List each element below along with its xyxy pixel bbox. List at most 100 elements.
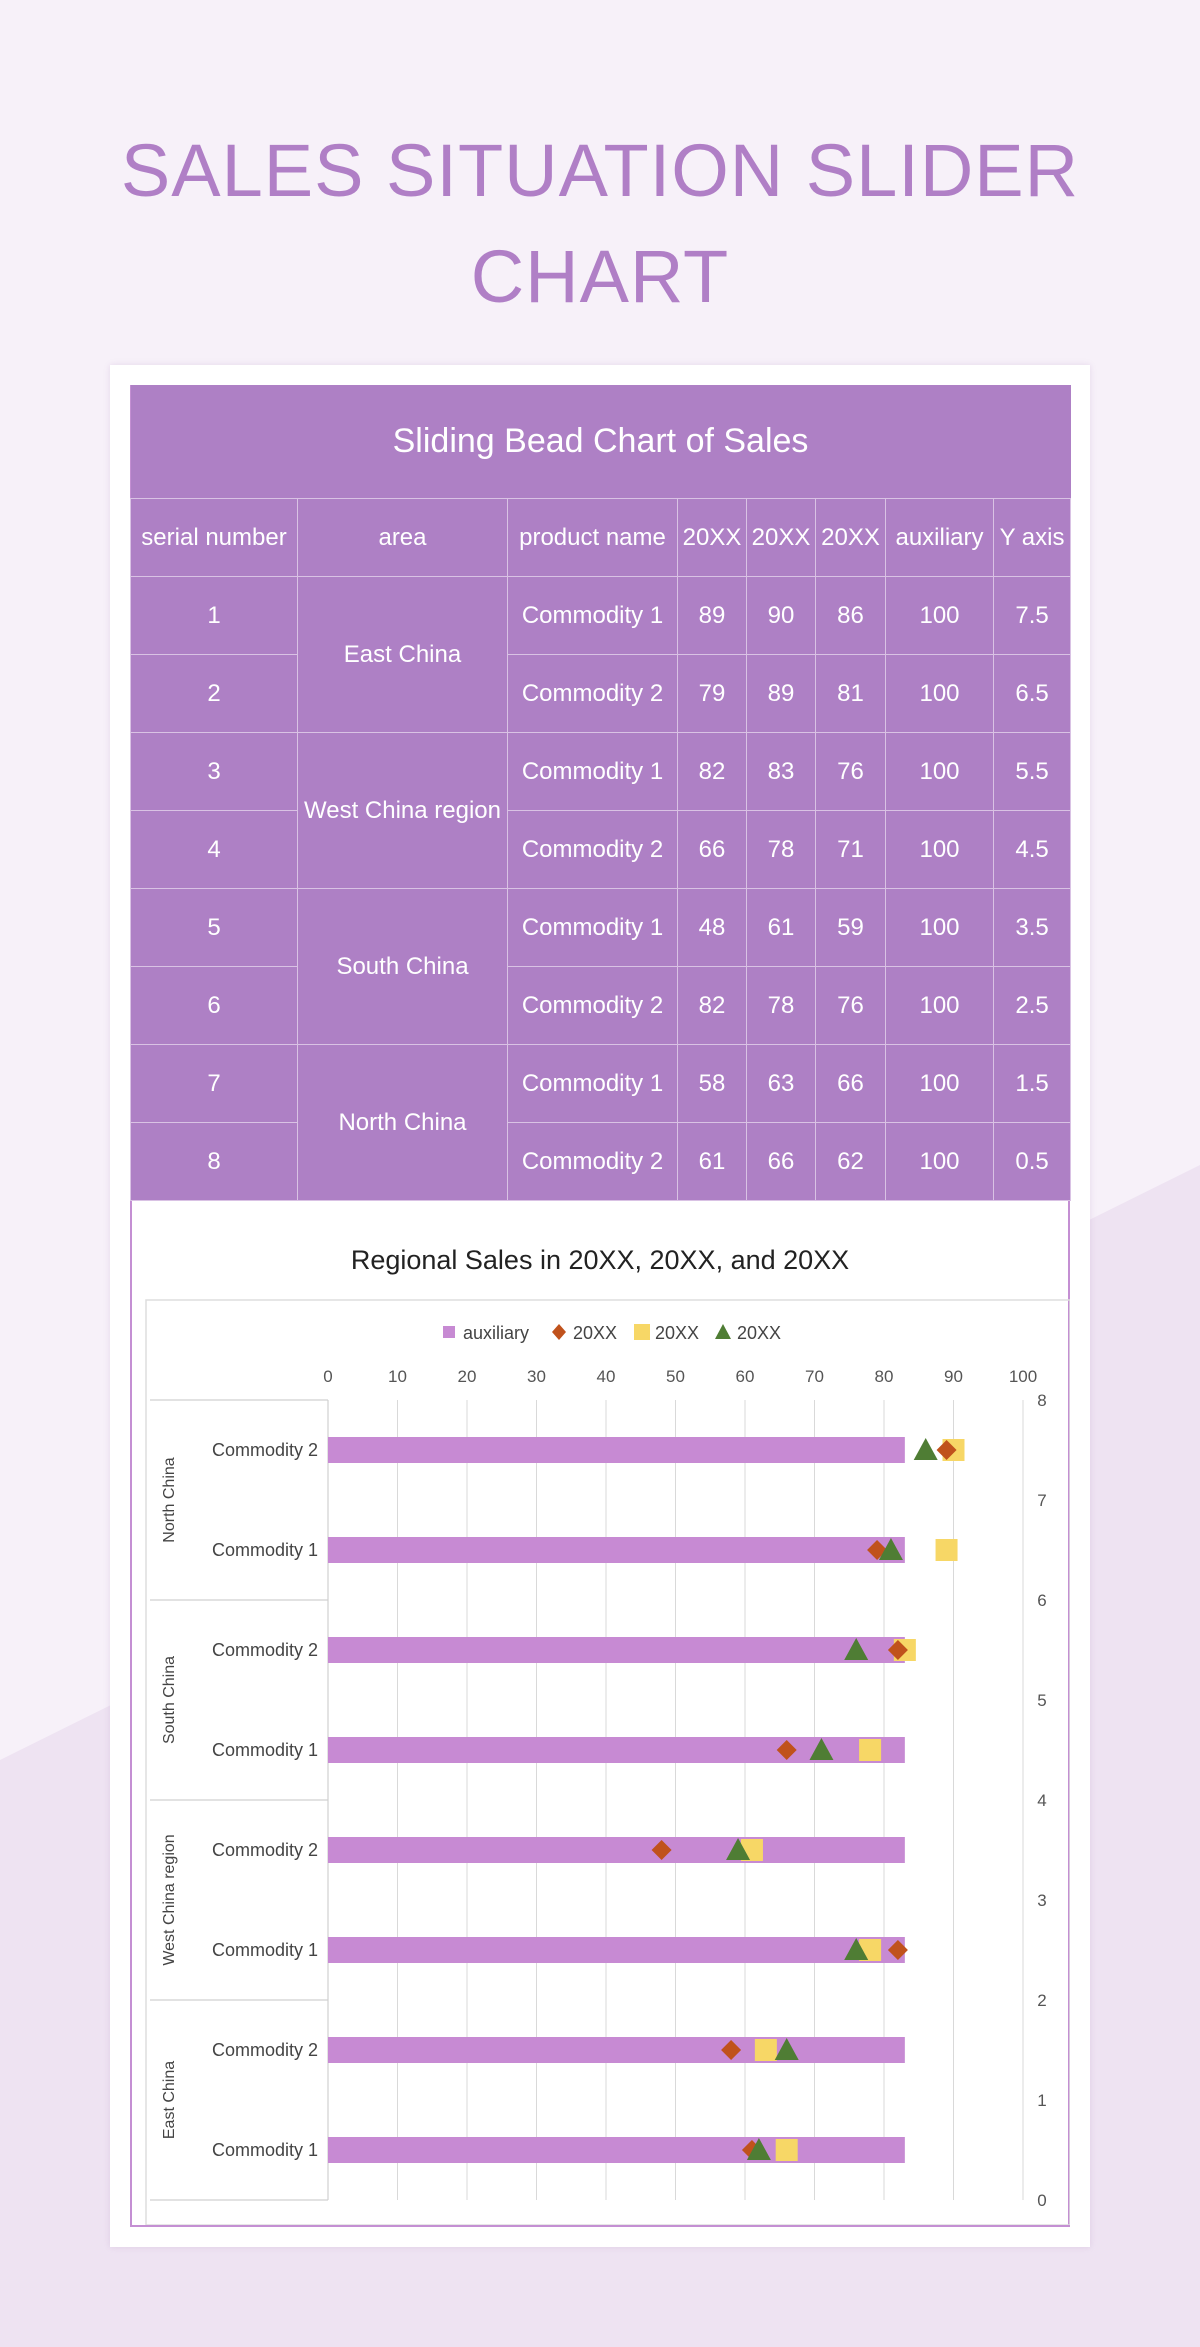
square-marker [859,1739,882,1761]
diamond-marker [887,1640,908,1660]
table-row: 3 West China region Commodity 1 82 83 76… [130,732,1072,889]
auxiliary-bar [328,1937,905,1963]
y-axis-cell: 1.5 [992,1044,1072,1123]
legend-diamond-marker [552,1324,566,1340]
y2-axis-tick-label: 3 [1037,1891,1046,1910]
category-group-label: East China [161,2061,178,2139]
diamond-marker [651,1840,672,1860]
auxiliary-cell: 100 [885,966,994,1045]
value-cell: 63 [746,1044,816,1123]
auxiliary-cell: 100 [885,1044,994,1123]
table-row: 7 North China Commodity 1 58 63 66 100 1… [130,1044,1072,1201]
value-cell: 61 [746,888,816,967]
area-cell: West China region [297,732,508,889]
triangle-marker [809,1738,834,1760]
auxiliary-bar [328,2137,905,2163]
category-label: Commodity 2 [212,1840,318,1860]
square-marker [935,1539,958,1561]
serial-cell: 3 [130,732,298,811]
value-cell: 89 [677,576,747,655]
y2-axis-tick-label: 5 [1037,1691,1046,1710]
value-cell: 76 [815,966,886,1045]
triangle-marker [774,2038,799,2060]
triangle-marker [878,1538,903,1560]
category-label: Commodity 1 [212,1740,318,1760]
column-header: auxiliary [885,498,994,577]
table-row: 5 South China Commodity 1 48 61 59 100 3… [130,888,1072,1045]
product-cell: Commodity 1 [507,576,678,655]
legend-label: auxiliary [463,1323,529,1343]
x-axis-tick-label: 50 [666,1367,685,1386]
table-row: 6 Commodity 2 82 78 76 100 2.5 [130,966,1072,1045]
x-axis-tick-label: 90 [944,1367,963,1386]
table-row: 8 Commodity 2 61 66 62 100 0.5 [130,1122,1072,1201]
diamond-marker [776,1740,797,1760]
column-header: 20XX [746,498,816,577]
x-axis-tick-label: 70 [805,1367,824,1386]
triangle-marker [844,1938,869,1960]
category-label: Commodity 1 [212,1940,318,1960]
y2-axis-tick-label: 0 [1037,2191,1046,2210]
table-row: 2 Commodity 2 79 89 81 100 6.5 [130,654,1072,733]
value-cell: 78 [746,966,816,1045]
diamond-marker [721,2040,742,2060]
value-cell: 62 [815,1122,886,1201]
auxiliary-cell: 100 [885,576,994,655]
category-group-label: South China [161,1656,178,1744]
y-axis-cell: 4.5 [992,810,1072,889]
x-axis-tick-label: 60 [736,1367,755,1386]
auxiliary-bar [328,1637,905,1663]
auxiliary-bar [328,1437,905,1463]
value-cell: 78 [746,810,816,889]
column-header: serial number [130,498,298,577]
serial-cell: 2 [130,654,298,733]
value-cell: 86 [815,576,886,655]
value-cell: 82 [677,966,747,1045]
category-label: Commodity 2 [212,1640,318,1660]
value-cell: 66 [677,810,747,889]
legend-label: 20XX [655,1323,699,1343]
table-row: 1 East China Commodity 1 89 90 86 100 7.… [130,576,1072,733]
y2-axis-tick-label: 4 [1037,1791,1046,1810]
table-row: 4 Commodity 2 66 78 71 100 4.5 [130,810,1072,889]
auxiliary-bar [328,1837,905,1863]
product-cell: Commodity 1 [507,888,678,967]
x-axis-tick-label: 40 [597,1367,616,1386]
y2-axis-tick-label: 7 [1037,1491,1046,1510]
triangle-marker [913,1438,938,1460]
area-cell: North China [297,1044,508,1201]
y-axis-cell: 5.5 [992,732,1072,811]
y-axis-cell: 7.5 [992,576,1072,655]
auxiliary-bar [328,2037,905,2063]
square-marker [754,2039,777,2061]
value-cell: 82 [677,732,747,811]
triangle-marker [844,1638,869,1660]
category-group-label: North China [161,1457,178,1542]
product-cell: Commodity 1 [507,732,678,811]
column-header: 20XX [677,498,747,577]
category-group-label: West China region [161,1834,178,1965]
column-header: 20XX [815,498,886,577]
area-cell: East China [297,576,508,733]
product-cell: Commodity 1 [507,1044,678,1123]
triangle-marker [746,2138,771,2160]
value-cell: 61 [677,1122,747,1201]
x-axis-tick-label: 80 [875,1367,894,1386]
product-cell: Commodity 2 [507,810,678,889]
category-label: Commodity 2 [212,2040,318,2060]
auxiliary-cell: 100 [885,810,994,889]
auxiliary-cell: 100 [885,888,994,967]
serial-cell: 5 [130,888,298,967]
column-header: product name [507,498,678,577]
x-axis-tick-label: 0 [323,1367,332,1386]
value-cell: 66 [746,1122,816,1201]
category-label: Commodity 2 [212,1440,318,1460]
auxiliary-cell: 100 [885,732,994,811]
value-cell: 66 [815,1044,886,1123]
serial-cell: 6 [130,966,298,1045]
legend-label: 20XX [737,1323,781,1343]
auxiliary-cell: 100 [885,1122,994,1201]
serial-cell: 4 [130,810,298,889]
column-header: Y axis [992,498,1072,577]
